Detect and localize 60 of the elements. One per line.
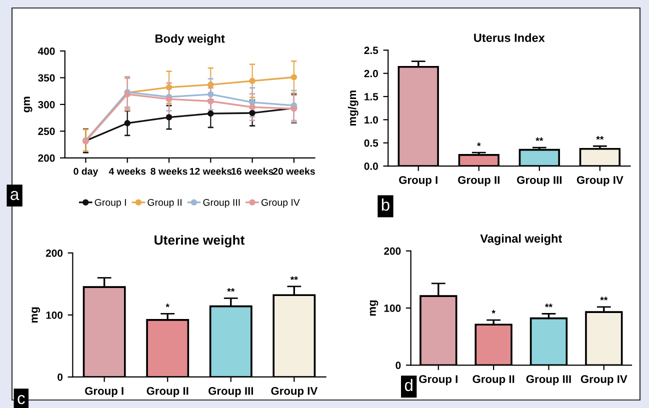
text: c [18,394,25,404]
x-tick-label: 8 weeks [150,168,188,175]
y-tick-label: 400 [38,48,55,55]
x-tick-label: 20 weeks [272,168,315,175]
y-tick-label: 300 [38,100,55,108]
annotation: * [492,310,496,314]
x-tick-label: Group III [517,176,562,186]
y-axis-title: mg [370,300,378,316]
annotation: ** [290,276,298,280]
y-tick-label: 200 [46,249,63,257]
x-tick-label: Group II [472,375,514,386]
chart-title: Uterine weight [154,235,245,248]
x-tick-label: 16 weeks [232,168,274,175]
y-tick-label: 0 [58,373,63,381]
y-tick-label: 0.5 [364,139,378,147]
y-axis-title: gm [24,96,32,112]
y-tick-label: 100 [384,304,401,312]
y-tick-label: 0.0 [364,162,378,170]
legend-label: Group II [148,198,182,208]
y-axis-title: mg [32,307,40,323]
annotation: ** [600,296,608,300]
y-tick-label: 1.0 [364,116,378,124]
y-tick-label: 200 [384,247,401,255]
x-tick-label: Group II [458,176,500,186]
y-axis-title: mg/gm [348,90,358,126]
annotation: ** [544,304,552,308]
x-tick-label: Group I [419,375,458,386]
y-tick-label: 2.5 [364,46,378,54]
x-tick-label: Group III [526,375,571,386]
x-tick-label: Group I [85,387,124,398]
y-tick-label: 1.5 [364,93,378,100]
legend-label: Group III [203,198,240,208]
annotation: ** [596,136,604,140]
y-tick-label: 350 [38,74,55,82]
text: d [404,378,412,392]
x-tick-label: Group II [146,387,188,398]
chart-title: Body weight [156,34,225,46]
text: b [382,198,390,211]
chart-title: Vaginal weight [480,234,562,246]
y-tick-label: 2.0 [364,70,378,78]
x-tick-label: 4 weeks [108,168,146,175]
x-tick-label: Group IV [271,387,318,398]
x-tick-label: 12 weeks [190,168,232,175]
chart-title: Uterus Index [474,33,545,42]
x-tick-label: Group III [208,387,253,398]
annotation: ** [536,137,544,142]
annotation: ** [227,288,235,292]
y-tick-label: 200 [38,154,55,162]
y-tick-label: 250 [38,128,55,136]
text: a [10,190,20,200]
x-tick-label: 0 day [74,168,98,177]
annotation: * [166,304,170,308]
y-tick-label: 100 [46,311,63,319]
legend-label: Group I [94,198,126,208]
x-tick-label: Group I [399,176,438,186]
annotation: * [477,142,481,146]
y-tick-label: 0 [396,362,401,370]
legend-label: Group IV [261,198,300,208]
x-tick-label: Group IV [580,375,628,386]
x-tick-label: Group IV [576,176,624,186]
